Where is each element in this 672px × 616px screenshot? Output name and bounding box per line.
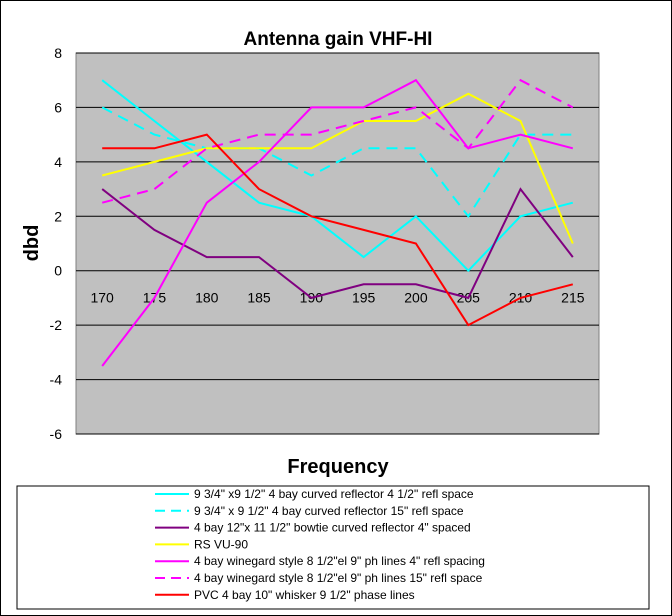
legend-label: 9 3/4" x 9 1/2" 4 bay curved reflector 1… <box>194 504 464 518</box>
gridlines <box>76 52 599 435</box>
y-axis-label: dbd <box>21 225 43 262</box>
y-tick-labels: 8 6 4 2 0 -2 -4 -6 <box>50 45 63 442</box>
y-tick-label: 4 <box>54 154 62 170</box>
x-tick-label: 200 <box>404 290 428 306</box>
y-tick-label: -4 <box>50 372 63 388</box>
x-tick-label: 170 <box>90 290 114 306</box>
x-tick-label: 185 <box>247 290 271 306</box>
chart-title: Antenna gain VHF-HI <box>244 29 433 50</box>
series-lines <box>101 78 574 367</box>
y-tick-label: 2 <box>54 208 62 224</box>
legend-label: RS VU-90 <box>194 537 248 551</box>
y-tick-label: 0 <box>54 263 62 279</box>
y-tick-label: -2 <box>50 317 63 333</box>
x-tick-label: 195 <box>352 290 376 306</box>
legend-label: 4 bay winegard style 8 1/2"el 9" ph line… <box>194 554 485 568</box>
series-line-7 <box>102 133 574 327</box>
x-tick-label: 215 <box>561 290 585 306</box>
legend-label: PVC 4 bay 10" whisker 9 1/2" phase lines <box>194 588 415 602</box>
series-line-3 <box>101 187 574 300</box>
series-line-6 <box>101 78 574 204</box>
legend-label: 4 bay 12"x 11 1/2" bowtie curved reflect… <box>194 521 471 535</box>
legend-label: 9 3/4" x9 1/2" 4 bay curved reflector 4 … <box>194 487 474 501</box>
series-line-4 <box>101 92 574 244</box>
y-tick-label: 6 <box>54 99 62 115</box>
y-tick-label: -6 <box>50 426 63 442</box>
legend: 9 3/4" x9 1/2" 4 bay curved reflector 4 … <box>155 487 485 602</box>
series-line-5 <box>101 78 574 367</box>
series-line-2 <box>101 106 573 219</box>
plot-area <box>75 52 600 435</box>
y-tick-label: 8 <box>54 45 62 61</box>
legend-label: 4 bay winegard style 8 1/2"el 9" ph line… <box>194 571 483 585</box>
legend-box <box>16 485 650 610</box>
x-axis-label: Frequency <box>287 456 389 478</box>
x-tick-label: 180 <box>195 290 219 306</box>
